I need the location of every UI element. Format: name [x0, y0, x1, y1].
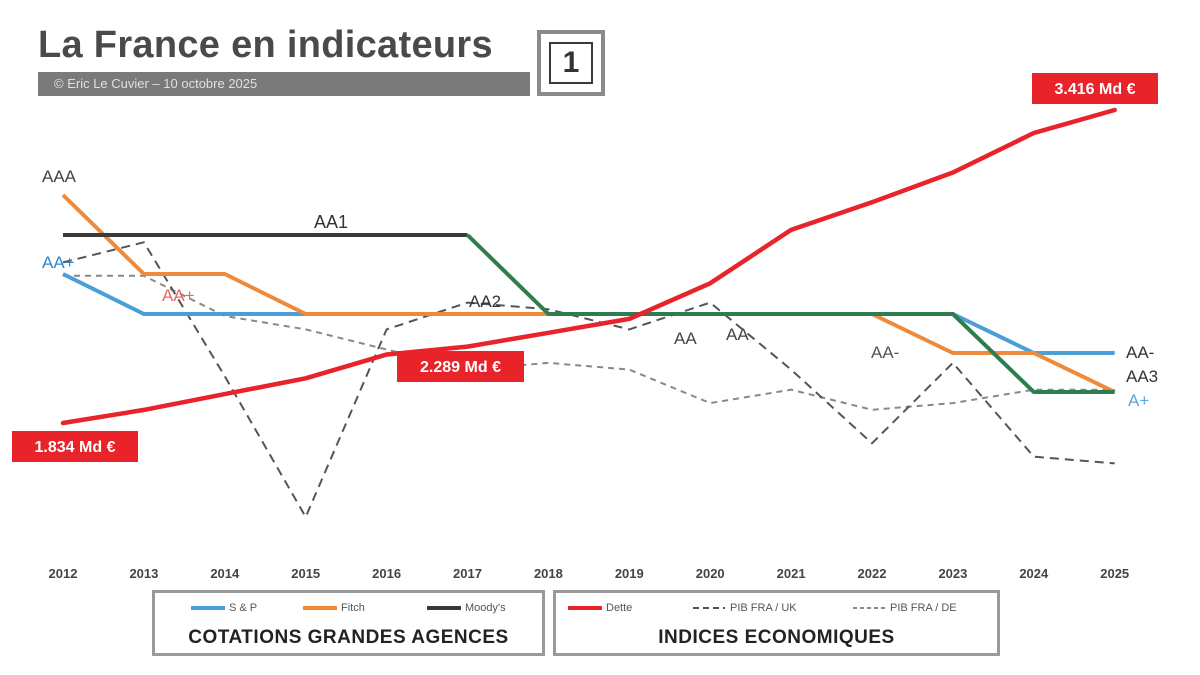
legend-label-fitch: Fitch	[341, 602, 365, 614]
callout-debt-2012-box	[12, 431, 138, 462]
x-tick-2017: 2017	[453, 566, 482, 581]
legend-label-pib-uk: PIB FRA / UK	[730, 602, 797, 614]
label-start-aaa: AAA	[42, 167, 77, 186]
series-pib-fra-uk	[62, 241, 1115, 520]
subtitle: © Eric Le Cuvier – 10 octobre 2025	[38, 72, 530, 96]
x-tick-2021: 2021	[777, 566, 806, 581]
label-start-aa-plus: AA+	[42, 253, 75, 272]
legend-item-moodys: Moody's	[426, 602, 506, 614]
legend-indices: Dette PIB FRA / UK PIB FRA / DE INDICES …	[553, 590, 1000, 656]
page-title: La France en indicateurs	[38, 24, 493, 66]
label-fitch-aa-plus: AA+	[162, 286, 195, 305]
legend-label-moodys: Moody's	[465, 602, 506, 614]
legend-item-sp: S & P	[190, 602, 258, 614]
callout-debt-2017-box	[397, 351, 524, 382]
series-pib-fra-de	[63, 274, 1115, 411]
label-moodys-aa1: AA1	[314, 212, 348, 232]
x-tick-2016: 2016	[372, 566, 401, 581]
legend-item-dette: Dette	[567, 602, 633, 614]
label-aa-minus-2022: AA-	[871, 343, 899, 362]
legend-item-fitch: Fitch	[302, 602, 365, 614]
label-aa-2020: AA	[674, 329, 697, 348]
label-moodys-aa2: AA2	[469, 292, 501, 311]
x-tick-2018: 2018	[534, 566, 563, 581]
legend-title-agences: COTATIONS GRANDES AGENCES	[188, 627, 509, 648]
callout-debt-2017: 2.289 Md €	[420, 359, 501, 376]
legend-item-pib-de: PIB FRA / DE	[852, 602, 957, 614]
x-tick-2015: 2015	[291, 566, 320, 581]
legend-agences: S & P Fitch Moody's COTATIONS GRANDES AG…	[152, 590, 545, 656]
x-tick-2020: 2020	[696, 566, 725, 581]
x-tick-2024: 2024	[1019, 566, 1049, 581]
x-tick-2014: 2014	[210, 566, 240, 581]
callout-debt-2025-box	[1032, 73, 1158, 104]
legend-label-sp: S & P	[229, 602, 258, 614]
legend-label-dette: Dette	[606, 602, 633, 614]
legend-title-indices: INDICES ECONOMIQUES	[658, 627, 895, 648]
series-dette	[60, 107, 1117, 426]
x-tick-2013: 2013	[129, 566, 158, 581]
callout-debt-2025: 3.416 Md €	[1055, 81, 1136, 98]
x-tick-2023: 2023	[938, 566, 967, 581]
label-end-aa3: AA3	[1126, 367, 1158, 386]
x-tick-2022: 2022	[858, 566, 887, 581]
legend-item-pib-uk: PIB FRA / UK	[692, 602, 797, 614]
label-aa-2021: AA	[726, 325, 749, 344]
page-number: 1	[549, 42, 593, 84]
x-tick-2019: 2019	[615, 566, 644, 581]
legend-label-pib-de: PIB FRA / DE	[890, 602, 957, 614]
x-tick-2025: 2025	[1100, 566, 1129, 581]
page-number-badge: 1	[537, 30, 605, 96]
series-moodys-recent	[466, 233, 1115, 394]
x-tick-2012: 2012	[49, 566, 78, 581]
callout-debt-2012: 1.834 Md €	[35, 439, 116, 456]
label-end-a-plus: A+	[1128, 391, 1149, 410]
label-end-aa-minus: AA-	[1126, 343, 1154, 362]
series-fitch	[61, 193, 1116, 394]
